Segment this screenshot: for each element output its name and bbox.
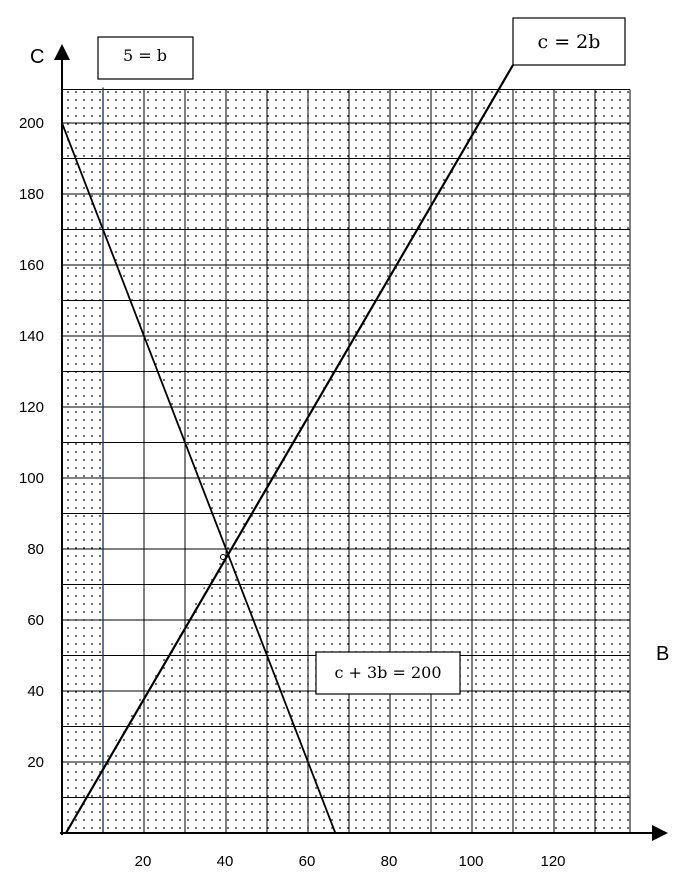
label-c-3b-text: c + 3b = 200 <box>334 663 441 682</box>
x-tick-label: 40 <box>217 853 234 870</box>
x-tick-label: 80 <box>381 853 398 870</box>
y-tick-label: 160 <box>19 257 44 274</box>
plot-background <box>62 89 630 833</box>
axes <box>54 44 668 841</box>
label-box-c-3b: c + 3b = 200 <box>315 651 461 695</box>
y-tick-label: 180 <box>19 186 44 203</box>
y-tick-label: 140 <box>19 328 44 345</box>
y-tick-label: 120 <box>19 399 44 416</box>
line-c-equals-2b <box>65 64 514 834</box>
intersection-point <box>220 554 226 560</box>
constraint-lines <box>61 64 514 834</box>
x-tick-label: 100 <box>458 853 483 870</box>
x-tick-label: 60 <box>299 853 316 870</box>
label-b-text: 5 = b <box>123 46 167 65</box>
x-tick-label: 20 <box>135 853 152 870</box>
x-axis-label: B <box>656 643 669 665</box>
y-tick-label: 20 <box>27 754 44 771</box>
y-tick-label: 60 <box>27 612 44 629</box>
y-tick-label: 100 <box>19 470 44 487</box>
tick-labels: 20 40 60 80 100 120 20 40 60 80 100 120 140 160 180 200 <box>19 115 566 870</box>
y-tick-label: 40 <box>27 683 44 700</box>
x-tick-label: 120 <box>540 853 565 870</box>
y-axis-label: C <box>30 46 44 68</box>
y-tick-label: 80 <box>27 541 44 558</box>
y-tick-label: 200 <box>19 115 44 132</box>
line-c-plus-3b <box>61 122 337 834</box>
label-c-2b-text: c = 2b <box>538 31 601 53</box>
label-box-b: 5 = b <box>97 36 194 80</box>
label-box-c-2b: c = 2b <box>512 17 626 66</box>
feasible-region <box>103 229 226 762</box>
